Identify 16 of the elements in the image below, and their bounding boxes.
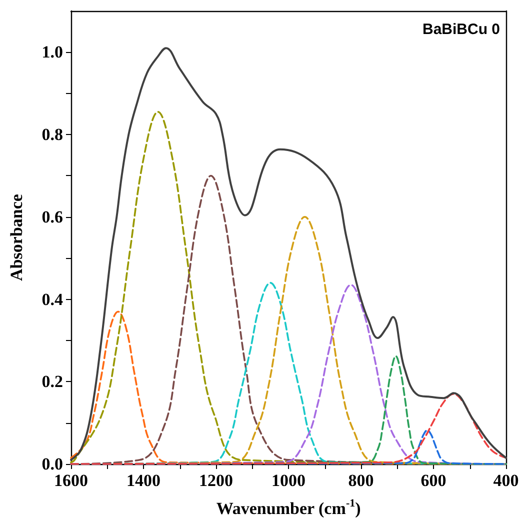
x-tick-label: 1400 [126,471,160,490]
x-tick-label: 1600 [54,471,88,490]
x-tick-label: 600 [420,471,446,490]
x-tick-label: 800 [348,471,374,490]
y-tick-label: 0.8 [42,125,63,144]
y-tick-label: 0.2 [42,372,63,392]
y-axis-title: Absorbance [7,194,26,281]
annotation: BaBiBCu 0 [422,21,500,38]
x-tick-label: 400 [493,471,519,490]
x-tick-label: 1200 [199,471,233,490]
y-tick-label: 1.0 [42,42,63,62]
line-series [70,47,507,461]
y-tick-label: 0.6 [42,207,63,226]
x-tick-label: 1000 [272,471,306,490]
y-tick-label: 0.4 [42,290,64,309]
y-tick-label: 0.0 [42,454,63,474]
